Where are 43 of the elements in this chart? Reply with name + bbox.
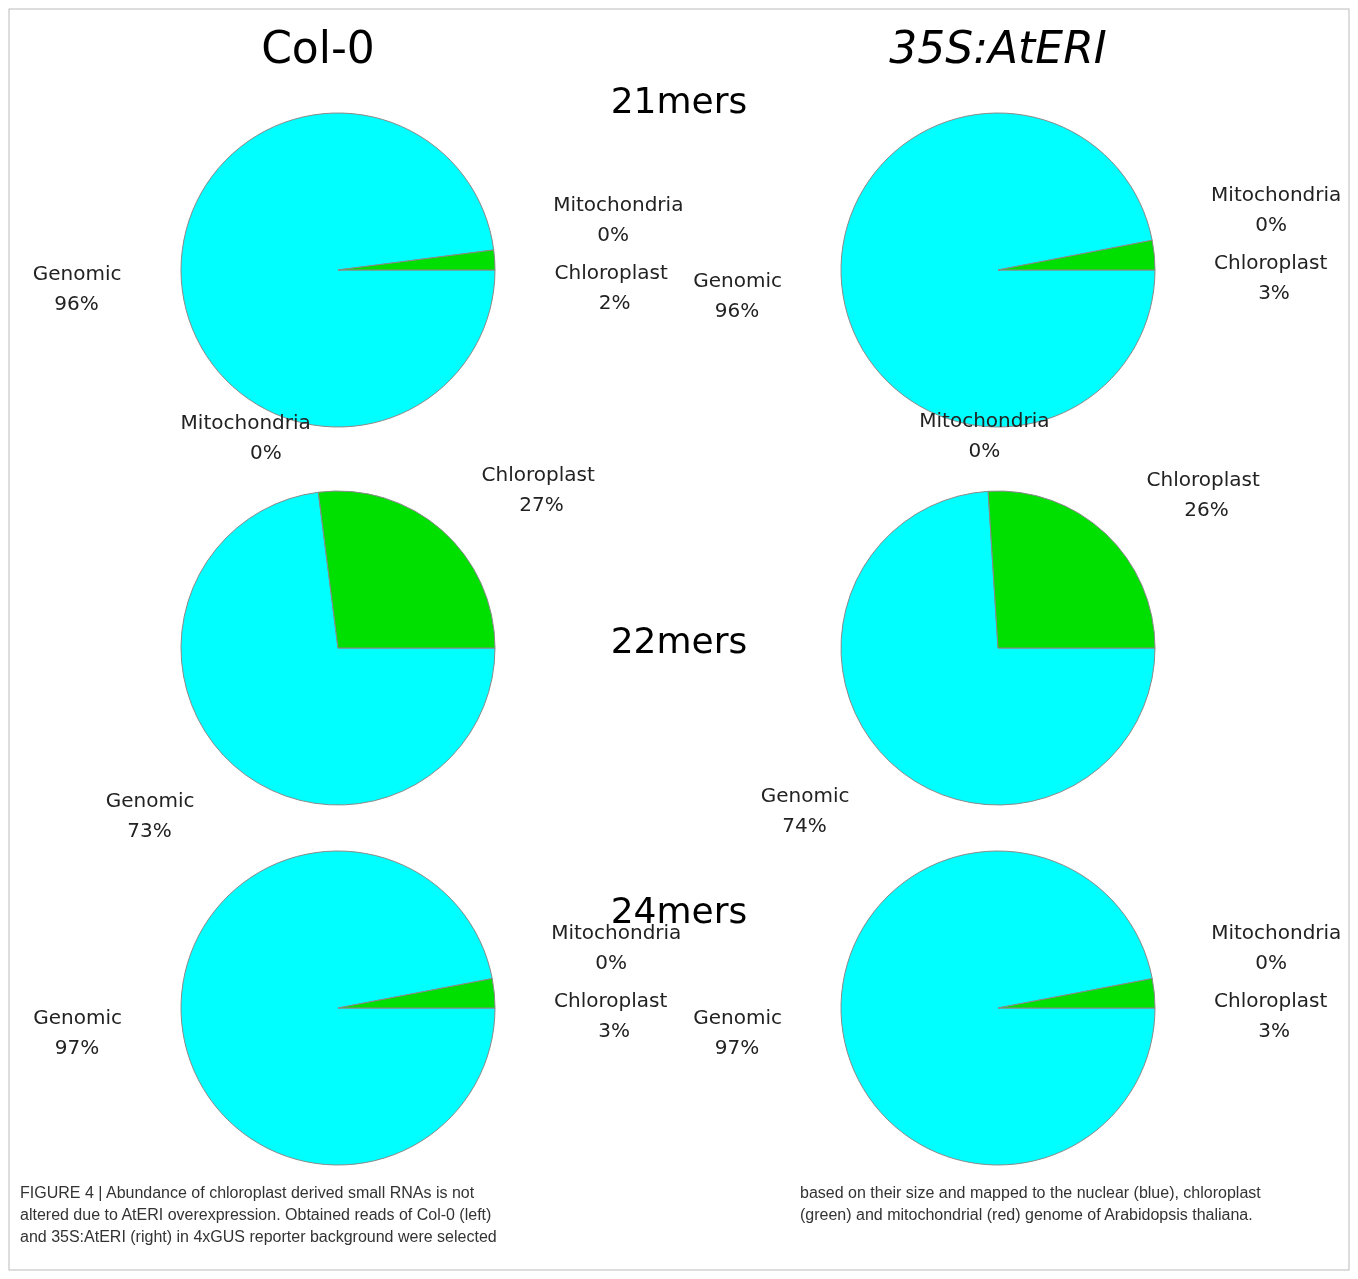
chart-title: Col-0 [261,22,375,73]
chart-title: 35S:AtERI [889,22,1107,73]
text: FIGURE 4 | Abundance of chloroplast derived small RNAs is not altered due to AtERI overexpression. Obtained reads of Col-0 (left) and 35S:AtERI (right) in 4xGUS reporter background were selected based on their size and mapped to the nuclear (blue), chloroplast (green) and mitochondrial (red) genome of Arabidopsis thaliana. [20,1184,1261,1245]
slice-label: Genomic [693,1005,782,1030]
text: 0% [595,950,628,975]
data-label: 97% [54,1035,100,1060]
pie-slice [180,112,496,428]
slice-label: Chloroplast [1146,466,1260,491]
slice-label: Genomic [32,260,122,285]
text: 0% [968,438,1001,463]
slice-label: Chloroplast [554,988,668,1013]
chart-subtitle: 21mers [610,80,748,121]
pie-slice [180,850,496,1166]
data-label: 3% [1258,1018,1290,1043]
data-label: 3% [598,1018,630,1043]
data-label: 97% [714,1035,760,1060]
data-label: 96% [714,297,760,322]
slice-label: Genomic [105,787,195,812]
pie-slice [840,850,1156,1166]
category-label: Mitochondria [180,409,311,434]
data-label: 73% [127,817,172,842]
slice-label: Genomic [760,783,850,808]
data-label: 96% [54,290,99,315]
slice-label: Chloroplast [1214,250,1328,275]
data-label: 74% [782,813,827,838]
slice-label: Chloroplast [481,462,595,487]
text: 0% [597,222,630,247]
data-label: 3% [1258,280,1290,305]
slice-label: Chloroplast [554,260,668,285]
text: 0% [249,439,282,464]
category-label: Mitochondria [1211,920,1342,945]
slice-label: Genomic [693,267,782,292]
slice-label: Chloroplast [1214,988,1328,1013]
pie-slice [840,112,1156,428]
data-label: 26% [1184,496,1229,521]
category-label: Mitochondria [553,192,684,217]
data-label: 2% [598,290,631,315]
text: 0% [1255,212,1287,237]
data-label: 27% [519,492,564,517]
category-label: Mitochondria [1211,182,1342,207]
text: 0% [1255,950,1288,975]
slice-label: Genomic [33,1005,122,1030]
text: 22mers [610,620,748,661]
